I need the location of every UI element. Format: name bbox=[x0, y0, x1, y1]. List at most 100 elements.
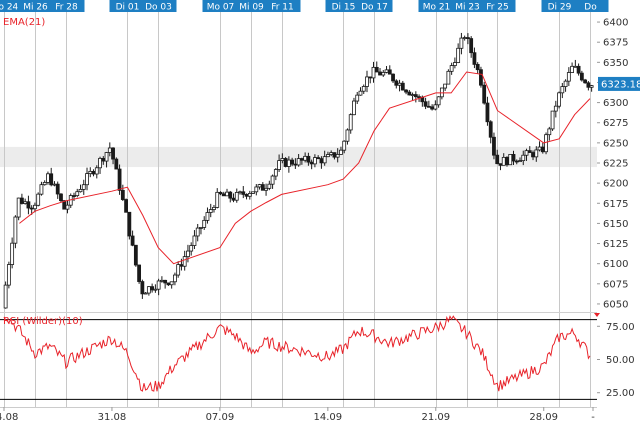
candle-body bbox=[433, 104, 438, 110]
rsi-axis: 25.00 50.00 75.00 bbox=[597, 322, 635, 399]
price-tick-label: 6200 bbox=[603, 179, 628, 190]
date-tag-label: Do 03 bbox=[145, 3, 172, 13]
candle-body bbox=[566, 72, 571, 82]
bottom-tick-label: - bbox=[591, 412, 595, 422]
date-tag-label: Mo 24 bbox=[0, 3, 19, 13]
candle-body bbox=[46, 173, 50, 183]
candle-body bbox=[179, 264, 184, 267]
price-tick-label: 6225 bbox=[603, 159, 628, 170]
candle-body bbox=[166, 282, 171, 286]
candle-body bbox=[218, 191, 223, 195]
candle-body bbox=[195, 227, 200, 237]
candle-body bbox=[133, 244, 138, 266]
date-tag-label: Do 17 bbox=[361, 3, 388, 13]
candle-body bbox=[293, 163, 298, 166]
candle-body bbox=[456, 47, 461, 63]
ema-line bbox=[19, 71, 591, 265]
candle-body bbox=[319, 158, 324, 164]
candle-body bbox=[553, 105, 558, 112]
date-tag-label: Fr 28 bbox=[55, 3, 78, 13]
candle-body bbox=[524, 150, 529, 156]
last-price-tag-bg bbox=[598, 76, 640, 91]
candle-body bbox=[156, 280, 161, 290]
candle-body bbox=[430, 106, 435, 110]
candle-body bbox=[547, 128, 552, 136]
price-tick-label: 6175 bbox=[603, 199, 628, 210]
candle-body bbox=[417, 96, 421, 99]
candle-body bbox=[55, 183, 60, 195]
candle-body bbox=[234, 192, 239, 201]
candle-body bbox=[10, 242, 15, 265]
last-price-tag: 6323.18 bbox=[598, 76, 640, 91]
candle-body bbox=[469, 38, 474, 54]
candle-body bbox=[521, 154, 526, 162]
candle-body bbox=[534, 149, 539, 158]
candle-body bbox=[466, 37, 470, 39]
candle-body bbox=[3, 284, 8, 309]
candle-body bbox=[514, 160, 519, 163]
candle-body bbox=[299, 158, 304, 161]
candle-body bbox=[225, 191, 229, 197]
candle-body bbox=[75, 191, 80, 197]
candle-body bbox=[358, 90, 363, 96]
candle-body bbox=[316, 157, 321, 160]
candle-body bbox=[531, 152, 535, 158]
date-tag-bg bbox=[356, 0, 393, 12]
candle-body bbox=[479, 69, 483, 86]
candle-body bbox=[475, 63, 480, 71]
candle-body bbox=[462, 37, 467, 39]
candle-body bbox=[400, 82, 405, 91]
candle-body bbox=[169, 281, 174, 286]
candle-body bbox=[511, 154, 516, 162]
candle-body bbox=[176, 264, 181, 276]
candle-body bbox=[251, 191, 255, 194]
candle-body bbox=[342, 140, 347, 151]
candle-body bbox=[267, 183, 272, 189]
candle-body bbox=[101, 157, 106, 162]
candle-body bbox=[583, 79, 588, 84]
rsi-line bbox=[3, 315, 591, 392]
price-tick-label: 6300 bbox=[603, 98, 628, 109]
candle-body bbox=[205, 212, 210, 221]
candle-body bbox=[374, 66, 379, 73]
candle-body bbox=[231, 197, 236, 201]
candle-body bbox=[98, 157, 102, 169]
bottom-tick-label: 28.09 bbox=[529, 412, 558, 422]
date-tag-bg bbox=[449, 0, 486, 12]
candle-body bbox=[104, 152, 109, 162]
candle-body bbox=[296, 158, 301, 166]
candle-body bbox=[485, 102, 490, 123]
candle-body bbox=[488, 121, 493, 138]
candle-body bbox=[13, 216, 18, 244]
candle-body bbox=[563, 80, 568, 87]
candle-body bbox=[426, 105, 431, 108]
date-tag-bg bbox=[264, 0, 301, 12]
candle-body bbox=[313, 157, 317, 165]
candle-body bbox=[59, 193, 63, 202]
candle-body bbox=[446, 70, 451, 85]
candle-body bbox=[335, 154, 340, 158]
price-tick-label: 6100 bbox=[603, 259, 628, 270]
date-tag-label: Mo 07 bbox=[207, 3, 235, 13]
candle-body bbox=[192, 235, 197, 246]
candle-body bbox=[560, 86, 565, 94]
candle-body bbox=[124, 199, 128, 213]
date-tag-label: Mi 09 bbox=[239, 3, 264, 13]
date-tag-bg bbox=[109, 0, 146, 12]
bottom-tick-label: 24.08 bbox=[0, 412, 18, 422]
date-tag-label: Do bbox=[584, 3, 597, 13]
candle-body bbox=[352, 100, 356, 116]
candle-body bbox=[586, 82, 591, 88]
candlestick-series bbox=[3, 32, 594, 309]
candle-body bbox=[361, 86, 366, 92]
price-tick-label: 6375 bbox=[603, 38, 628, 49]
candle-body bbox=[20, 197, 24, 204]
candle-body bbox=[459, 37, 464, 49]
candle-body bbox=[143, 292, 148, 295]
candle-body bbox=[407, 91, 412, 96]
date-tag-label: Fr 11 bbox=[271, 3, 294, 13]
candle-body bbox=[215, 191, 220, 208]
candle-body bbox=[290, 159, 295, 165]
candle-body bbox=[355, 94, 360, 102]
